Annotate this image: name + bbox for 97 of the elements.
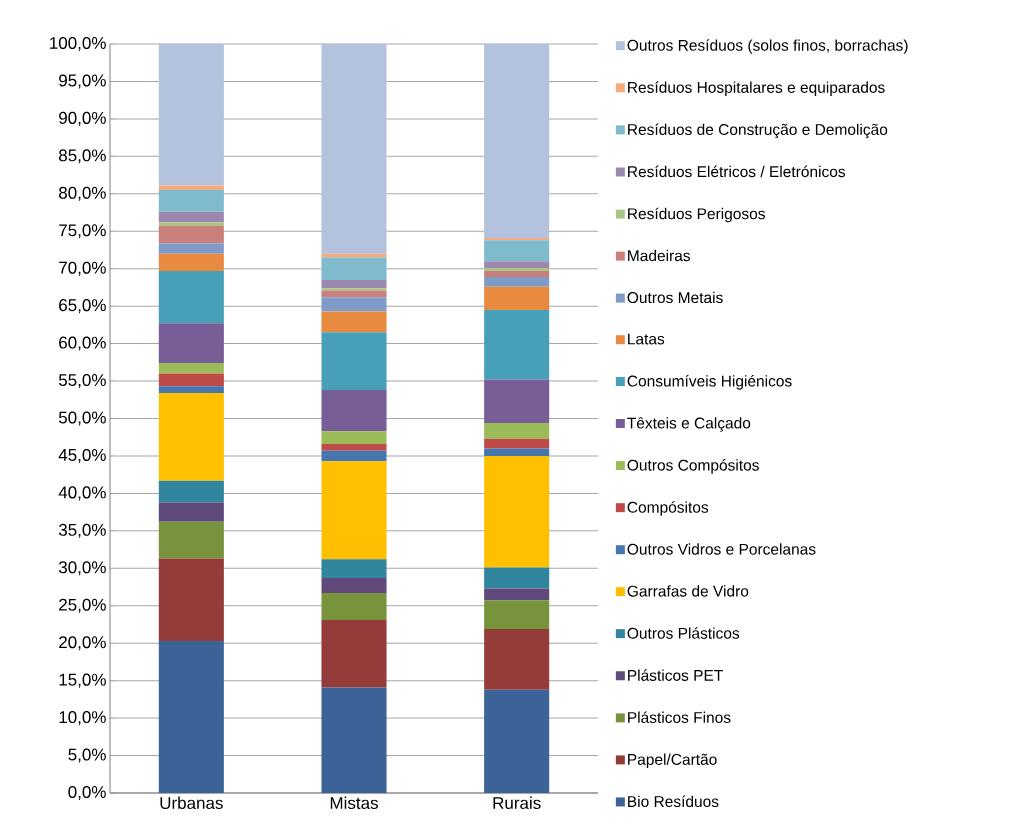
bar <box>321 257 387 280</box>
bar <box>158 243 224 254</box>
bar <box>321 311 387 333</box>
y-tick-label: 100,0% <box>50 36 106 52</box>
bar <box>321 593 387 620</box>
bar <box>158 253 224 271</box>
x-tick-label: Mistas <box>330 796 378 810</box>
bar <box>321 288 387 291</box>
y-tick-label: 85,0% <box>59 149 106 164</box>
bar <box>158 270 224 324</box>
y-tick-label: 50,0% <box>58 411 106 426</box>
bar <box>321 290 387 298</box>
legend-label: Compósitos <box>627 501 709 516</box>
y-tick-label: 10,0% <box>59 711 106 726</box>
y-tick-label: 20,0% <box>59 636 106 651</box>
bar <box>484 448 550 456</box>
bar <box>321 431 387 444</box>
bar <box>484 689 550 793</box>
legend-label: Resíduos de Construção e Demolição <box>628 123 888 139</box>
bar <box>484 379 550 423</box>
bar <box>484 588 550 601</box>
y-tick-label: 60,0% <box>59 336 106 351</box>
bar <box>484 422 550 439</box>
legend-label: Consumíveis Higiénicos <box>627 375 792 390</box>
y-tick-label: 30,0% <box>58 561 106 576</box>
bar <box>484 270 550 277</box>
legend-label: Resíduos Perigosos <box>628 207 765 223</box>
bar <box>158 480 224 503</box>
bar <box>321 390 387 432</box>
bar <box>321 297 387 312</box>
bar <box>484 43 550 238</box>
bar <box>158 43 224 186</box>
bar <box>321 279 387 289</box>
legend-label: Outros Metais <box>627 291 723 304</box>
y-tick-label: 45,0% <box>58 448 106 463</box>
bar <box>484 276 550 287</box>
bar <box>484 309 550 380</box>
bar <box>321 450 387 462</box>
bar <box>321 687 387 793</box>
y-tick-label: 40,0% <box>58 486 106 501</box>
y-tick-label: 80,0% <box>59 186 106 201</box>
y-tick-label: 65,0% <box>59 299 106 314</box>
y-tick-label: 5,0% <box>68 748 106 763</box>
bar <box>484 455 550 568</box>
bar <box>158 226 224 244</box>
bar <box>484 438 550 449</box>
bar <box>321 619 387 688</box>
legend-label: Outros Resíduos (solos finos, borrachas) <box>627 39 908 54</box>
bar <box>484 261 550 268</box>
bar <box>484 600 550 629</box>
legend-label: Outros Plásticos <box>627 627 740 639</box>
x-tick-label: Urbanas <box>160 796 223 810</box>
bar <box>158 640 224 793</box>
bar <box>158 190 224 212</box>
legend-label: Papel/Cartão <box>628 753 717 768</box>
bar <box>158 211 224 223</box>
legend-label: Resíduos Elétricos / Eletrónicos <box>628 165 846 178</box>
y-tick-label: 25,0% <box>59 598 106 613</box>
y-tick-label: 0,0% <box>68 785 106 801</box>
bar <box>158 323 224 364</box>
bar <box>158 521 224 559</box>
bar <box>321 461 387 560</box>
bar <box>484 286 550 310</box>
legend-label: Latas <box>628 333 665 345</box>
bar <box>158 502 224 522</box>
legend-label: Plásticos Finos <box>628 711 731 723</box>
legend-label: Têxteis e Calçado <box>627 417 751 432</box>
bar <box>484 628 550 690</box>
bar <box>321 443 387 451</box>
bar <box>158 386 224 394</box>
y-tick-label: 75,0% <box>59 224 106 239</box>
bar <box>484 567 550 589</box>
bar <box>321 43 387 254</box>
bar <box>158 222 224 226</box>
legend-label: Resíduos Hospitalares e equiparados <box>628 81 885 96</box>
y-tick-label: 90,0% <box>59 111 106 126</box>
y-tick-label: 55,0% <box>58 374 106 389</box>
bar <box>158 363 224 374</box>
bar <box>321 578 387 594</box>
legend-label: Garrafas de Vidro <box>627 585 749 597</box>
bar <box>321 559 387 579</box>
legend-label: Madeiras <box>628 249 691 262</box>
legend-label: Outros Compósitos <box>627 459 759 474</box>
legend-label: Bio Resíduos <box>628 795 719 808</box>
y-tick-label: 15,0% <box>59 673 106 688</box>
legend-label: Outros Vidros e Porcelanas <box>627 543 816 555</box>
legend-label: Plásticos PET <box>628 669 723 681</box>
bar <box>158 393 224 481</box>
y-tick-label: 35,0% <box>58 523 106 538</box>
bar <box>484 267 550 271</box>
y-tick-label: 70,0% <box>59 261 106 276</box>
bar <box>321 332 387 391</box>
y-tick-label: 95,0% <box>59 74 106 89</box>
bar <box>158 373 224 387</box>
x-tick-label: Rurais <box>493 796 541 810</box>
bar <box>158 558 224 641</box>
bar <box>484 240 550 262</box>
